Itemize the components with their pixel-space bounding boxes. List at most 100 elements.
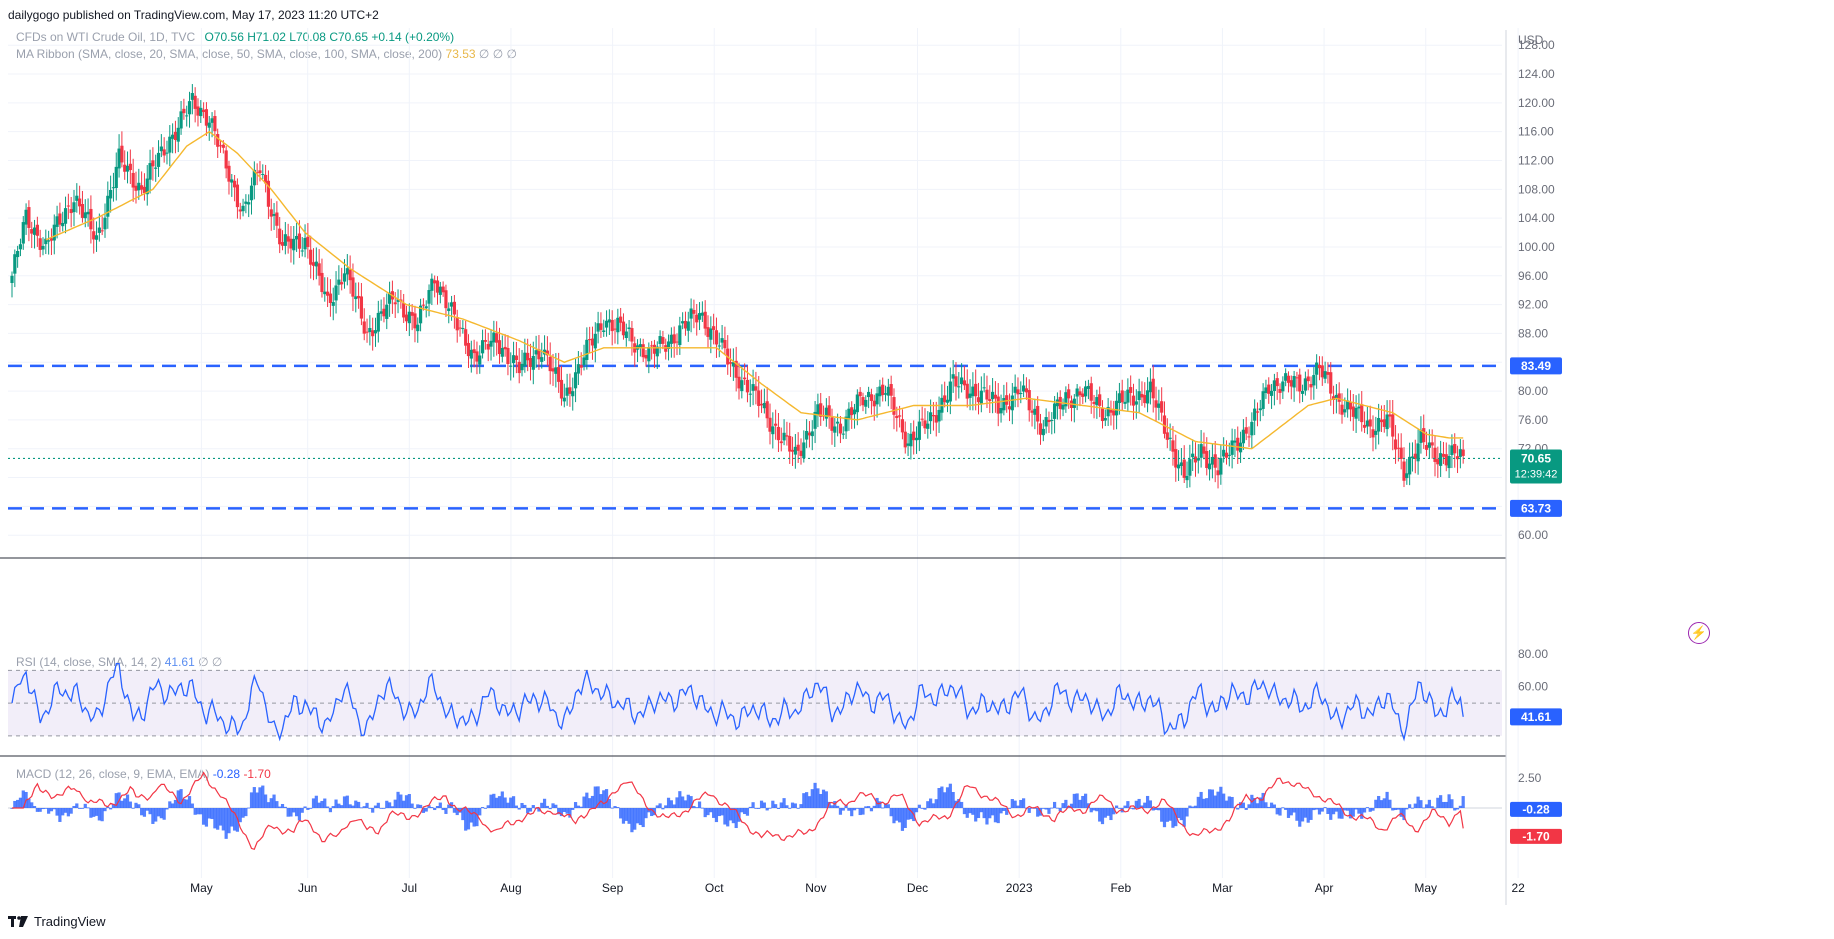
macd-histogram-bar bbox=[697, 801, 702, 808]
candle-body bbox=[810, 431, 814, 437]
candle-body bbox=[224, 150, 228, 169]
candle bbox=[748, 379, 752, 407]
candle bbox=[165, 140, 169, 165]
candle bbox=[1224, 440, 1229, 465]
macd-histogram-bar bbox=[745, 808, 750, 816]
candle bbox=[1312, 367, 1316, 400]
macd-histogram-bar bbox=[224, 808, 228, 839]
candle bbox=[917, 409, 921, 452]
candle bbox=[348, 255, 352, 294]
macd-histogram-bar bbox=[1337, 808, 1341, 819]
candle bbox=[1374, 416, 1378, 450]
candle-body bbox=[176, 127, 180, 142]
candle-body bbox=[55, 216, 59, 227]
macd-histogram-bar bbox=[573, 802, 578, 808]
time-axis[interactable]: May Jun Jul Aug Sep Oct Nov Dec 2023 Feb Mar Apr May… bbox=[190, 881, 1525, 895]
macd-histogram-bar bbox=[275, 801, 279, 808]
macd-histogram-bar bbox=[1441, 801, 1446, 808]
macd-histogram-bar bbox=[32, 806, 37, 808]
signal-legend-value: -1.70 bbox=[243, 767, 271, 781]
lightning-icon[interactable]: ⚡ bbox=[1688, 622, 1710, 644]
candle-body bbox=[171, 134, 175, 139]
candle bbox=[340, 267, 344, 291]
candle-body bbox=[452, 301, 456, 315]
candle-body bbox=[526, 352, 530, 361]
macd-histogram-bar bbox=[728, 808, 733, 821]
candle-body bbox=[1312, 375, 1316, 386]
candle-body bbox=[86, 211, 90, 215]
candle-body bbox=[1348, 402, 1353, 410]
macd-histogram-bar bbox=[720, 808, 724, 816]
candle-body bbox=[320, 272, 324, 293]
candle-body bbox=[909, 433, 913, 447]
symbol-name: CFDs on WTI Crude Oil, 1D, TVC bbox=[16, 30, 196, 44]
candle bbox=[616, 308, 620, 345]
candle bbox=[1250, 412, 1254, 449]
month-label: 22 bbox=[1511, 881, 1525, 895]
candle-body bbox=[1346, 400, 1350, 410]
candle-body bbox=[754, 386, 758, 391]
candle-body bbox=[1309, 384, 1313, 388]
candle bbox=[1416, 429, 1420, 475]
macd-histogram-bar bbox=[486, 805, 490, 808]
macd-histogram-bar bbox=[1348, 808, 1353, 819]
macd-histogram-bar bbox=[1103, 808, 1107, 818]
macd-histogram-bar bbox=[300, 808, 304, 813]
candle-body bbox=[1120, 390, 1124, 403]
candle-body bbox=[252, 169, 256, 186]
candle bbox=[1348, 390, 1353, 422]
candle-body bbox=[216, 134, 220, 147]
macd-histogram-bar bbox=[21, 790, 25, 808]
macd-histogram-bar bbox=[278, 806, 282, 808]
macd-histogram-bar bbox=[1286, 808, 1291, 818]
macd-histogram-bar bbox=[596, 786, 600, 808]
candle-body bbox=[221, 144, 225, 148]
last-price-tag-bg bbox=[1510, 449, 1562, 484]
macd-histogram-bar bbox=[861, 808, 865, 815]
candle-body bbox=[1036, 405, 1040, 422]
macd-histogram-bar bbox=[444, 808, 448, 814]
candle bbox=[1298, 368, 1302, 404]
macd-histogram-bar bbox=[1179, 808, 1183, 821]
candle bbox=[951, 360, 955, 393]
candle bbox=[131, 158, 135, 202]
support-resistance-levels bbox=[8, 364, 1502, 510]
candle bbox=[238, 202, 242, 220]
candlestick-series[interactable] bbox=[10, 84, 1465, 489]
macd-histogram-bar bbox=[802, 793, 806, 808]
candle bbox=[1275, 372, 1279, 400]
candle bbox=[1176, 450, 1181, 481]
month-label: Feb bbox=[1110, 881, 1131, 895]
candle bbox=[472, 339, 476, 368]
candle bbox=[21, 216, 25, 250]
candle bbox=[542, 335, 547, 361]
candle bbox=[252, 161, 256, 200]
candle bbox=[895, 406, 899, 432]
candle-body bbox=[173, 131, 178, 140]
candle-body bbox=[573, 372, 578, 389]
candle-body bbox=[1371, 429, 1375, 438]
candle-body bbox=[359, 296, 364, 319]
macd-histogram-bar bbox=[1199, 791, 1203, 808]
macd-histogram-bar bbox=[872, 805, 876, 808]
macd-histogram-bar bbox=[1106, 808, 1110, 816]
candle bbox=[52, 214, 56, 255]
macd-histogram-bar bbox=[960, 801, 964, 808]
candle-body bbox=[469, 349, 473, 359]
candle bbox=[379, 299, 383, 321]
candle bbox=[1227, 442, 1231, 467]
macd-histogram-bar bbox=[249, 792, 254, 808]
candle-body bbox=[903, 431, 907, 448]
candle-body bbox=[1157, 403, 1161, 408]
candle bbox=[1295, 371, 1299, 392]
footer-brand: TradingView bbox=[34, 914, 106, 929]
candle bbox=[455, 309, 459, 343]
candle-body bbox=[833, 426, 837, 433]
candle-body bbox=[1258, 408, 1262, 411]
candle-body bbox=[1284, 373, 1288, 381]
macd-histogram-bar bbox=[156, 808, 161, 817]
candle bbox=[199, 100, 203, 123]
candle-body bbox=[655, 346, 659, 357]
candle bbox=[838, 416, 843, 444]
